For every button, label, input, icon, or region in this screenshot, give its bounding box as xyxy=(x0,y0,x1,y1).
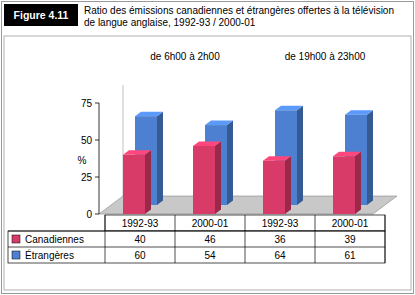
legend-label: Étrangères xyxy=(25,249,74,261)
title: Ratio des émissions canadiennes et étran… xyxy=(84,5,394,28)
bar-side xyxy=(367,110,373,205)
x-tick-label: 2000-01 xyxy=(332,218,369,229)
bar-top xyxy=(193,141,221,146)
y-tick-label: 0 xyxy=(86,209,92,220)
chart: Figure 4.11 Ratio des émissions canadienn… xyxy=(0,0,415,295)
y-axis-label: % xyxy=(78,155,87,166)
bars xyxy=(123,106,373,214)
bar-side xyxy=(157,112,163,205)
group-label: de 19h00 à 23h00 xyxy=(285,51,366,62)
bar-top xyxy=(345,110,373,115)
legend-swatch xyxy=(12,251,20,259)
bar-front xyxy=(193,146,215,214)
table-value: 36 xyxy=(274,234,286,245)
figure-label-box xyxy=(4,4,78,26)
table-rule xyxy=(8,231,385,232)
y-tick xyxy=(95,103,99,104)
y-tick-label: 75 xyxy=(81,98,93,109)
table-value: 40 xyxy=(134,234,146,245)
bar-front xyxy=(263,161,285,214)
figure-label: Figure 4.11 xyxy=(14,9,69,21)
bar-side xyxy=(285,156,291,214)
y-tick xyxy=(95,140,99,141)
bar-side xyxy=(355,152,361,214)
table-value: 64 xyxy=(274,250,286,261)
x-tick-label: 2000-01 xyxy=(192,218,229,229)
bar-top xyxy=(275,106,303,111)
table-rule xyxy=(8,247,385,248)
bar xyxy=(123,150,151,214)
table-rule xyxy=(105,215,106,263)
bar-top xyxy=(333,152,361,157)
group-label: de 6h00 à 2h00 xyxy=(150,51,220,62)
bar-top xyxy=(123,150,151,155)
bar-top xyxy=(205,121,233,126)
y-axis xyxy=(99,103,100,214)
bar-front xyxy=(123,155,145,214)
y-tick xyxy=(95,177,99,178)
y-tick xyxy=(95,214,99,215)
table-value: 60 xyxy=(134,250,146,261)
bar xyxy=(263,156,291,214)
table-value: 54 xyxy=(204,250,216,261)
y-tick-label: 25 xyxy=(81,172,93,183)
table-rule xyxy=(315,215,316,263)
y-tick-label: 50 xyxy=(81,135,93,146)
bar xyxy=(193,141,221,214)
x-tick-label: 1992-93 xyxy=(262,218,299,229)
table-rule xyxy=(245,215,246,263)
table-value: 39 xyxy=(344,234,356,245)
bar xyxy=(333,152,361,214)
bar-side xyxy=(145,150,151,214)
x-tick-label: 1992-93 xyxy=(122,218,159,229)
bar-top xyxy=(135,112,163,117)
bar-side xyxy=(227,121,233,205)
bar-side xyxy=(215,141,221,214)
table-rule xyxy=(385,215,386,263)
legend-label: Canadiennes xyxy=(25,234,84,245)
table-value: 46 xyxy=(204,234,216,245)
table-value: 61 xyxy=(344,250,356,261)
table-body xyxy=(8,231,385,263)
bar-side xyxy=(297,106,303,205)
data-table: 1992-93 2000-01 1992-93 2000-01 Canadiennes 4… xyxy=(8,215,385,263)
bar-front xyxy=(333,156,355,214)
frame xyxy=(2,2,414,294)
panel xyxy=(4,36,411,290)
table-rule xyxy=(175,215,176,263)
legend-swatch xyxy=(12,235,20,243)
bar-top xyxy=(263,156,291,161)
